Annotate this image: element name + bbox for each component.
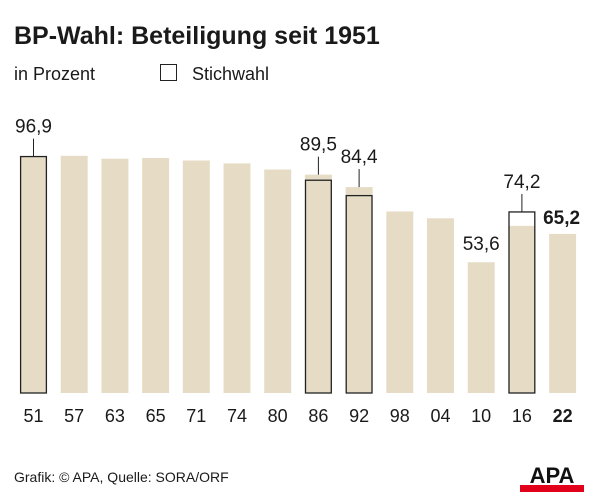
data-label: 96,9 [15, 117, 52, 138]
bar-65 [142, 158, 170, 393]
x-tick-label: 57 [64, 406, 84, 426]
bar-chart: 51 57 63 65 71 74 80 86 92 98 04 10 16 22 96,9 89,584,4… [15, 117, 580, 426]
x-tick-label: 10 [471, 406, 491, 426]
bar-04 [427, 218, 454, 393]
apa-logo: APA [520, 463, 584, 492]
bar-63 [101, 158, 129, 393]
x-tick-label: 04 [430, 406, 450, 426]
data-label: 65,2 [543, 208, 580, 229]
bar-16 [508, 225, 536, 393]
x-tick-label: 22 [553, 406, 573, 426]
data-label: 53,6 [463, 234, 500, 255]
x-tick-label: 16 [512, 406, 532, 426]
bar-10 [467, 262, 495, 393]
data-label: 84,4 [341, 147, 378, 168]
bar-92 [345, 187, 373, 393]
bar-22 [549, 233, 577, 393]
chart-title: BP-Wahl: Beteiligung seit 1951 [14, 22, 380, 50]
stichwahl-bar-86 [304, 179, 332, 394]
bar-57 [60, 155, 88, 393]
bar-74 [223, 163, 251, 393]
bar-71 [182, 160, 210, 393]
x-tick-label: 92 [349, 406, 369, 426]
x-tick-label: 51 [23, 406, 43, 426]
x-tick-label: 63 [105, 406, 125, 426]
unit-label: in Prozent [14, 64, 96, 84]
x-tick-label: 80 [268, 406, 288, 426]
legend-label-stichwahl: Stichwahl [192, 64, 270, 84]
x-tick-label: 86 [308, 406, 328, 426]
bar-86 [304, 174, 332, 393]
stichwahl-bar-92 [345, 194, 373, 394]
x-tick-label: 71 [186, 406, 206, 426]
x-tick-label: 65 [146, 406, 166, 426]
x-tick-label: 74 [227, 406, 247, 426]
bar-98 [386, 211, 414, 393]
svg-text:APA: APA [530, 463, 575, 488]
bar-80 [264, 169, 292, 393]
data-label: 89,5 [300, 135, 337, 156]
legend-swatch-stichwahl [160, 64, 177, 81]
data-label: 74,2 [503, 172, 540, 193]
bar-51 [20, 156, 47, 393]
source-note: Grafik: © APA, Quelle: SORA/ORF [14, 469, 229, 485]
x-tick-label: 98 [390, 406, 410, 426]
